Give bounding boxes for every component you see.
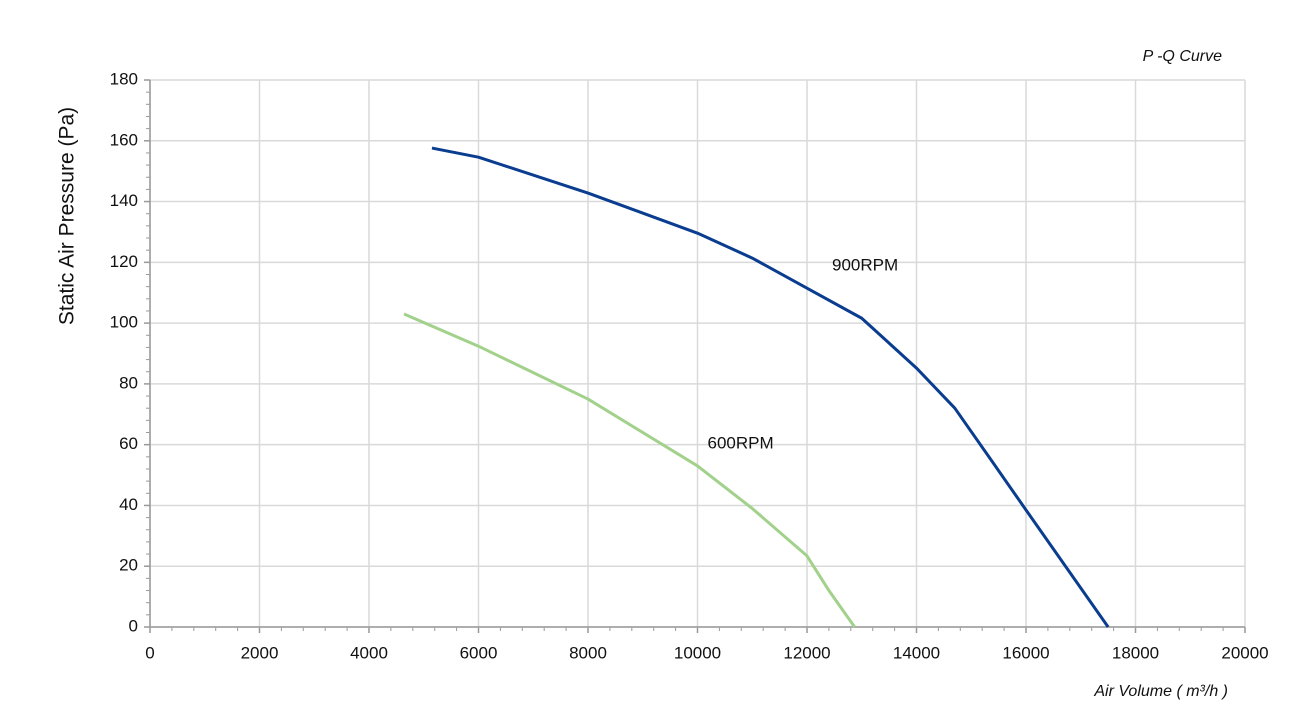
y-tick-label: 20 <box>119 556 138 575</box>
y-axis-label: Static Air Pressure (Pa) <box>56 107 79 325</box>
x-tick-label: 4000 <box>350 643 388 662</box>
x-tick-label: 10000 <box>674 643 721 662</box>
y-tick-label: 160 <box>110 130 138 149</box>
x-tick-label: 0 <box>145 643 154 662</box>
y-tick-label: 60 <box>119 434 138 453</box>
x-tick-label: 6000 <box>460 643 498 662</box>
x-tick-label: 2000 <box>241 643 279 662</box>
y-tick-label: 40 <box>119 495 138 514</box>
x-tick-label: 8000 <box>569 643 607 662</box>
y-tick-label: 80 <box>119 373 138 392</box>
x-tick-label: 12000 <box>783 643 830 662</box>
x-tick-label: 14000 <box>893 643 940 662</box>
series-label: 900RPM <box>832 256 898 275</box>
x-tick-label: 16000 <box>1002 643 1049 662</box>
y-tick-label: 100 <box>110 313 138 332</box>
x-tick-label: 20000 <box>1221 643 1268 662</box>
y-tick-label: 120 <box>110 252 138 271</box>
series-label: 600RPM <box>708 433 774 452</box>
series-line <box>403 312 856 628</box>
x-tick-label: 18000 <box>1112 643 1159 662</box>
series-line <box>431 146 1110 628</box>
y-tick-label: 140 <box>110 191 138 210</box>
y-tick-label: 180 <box>110 69 138 88</box>
chart-title: P -Q Curve <box>1143 48 1223 65</box>
x-axis-label: Air Volume ( m³/h ) <box>1093 683 1228 700</box>
y-tick-label: 0 <box>129 616 138 635</box>
